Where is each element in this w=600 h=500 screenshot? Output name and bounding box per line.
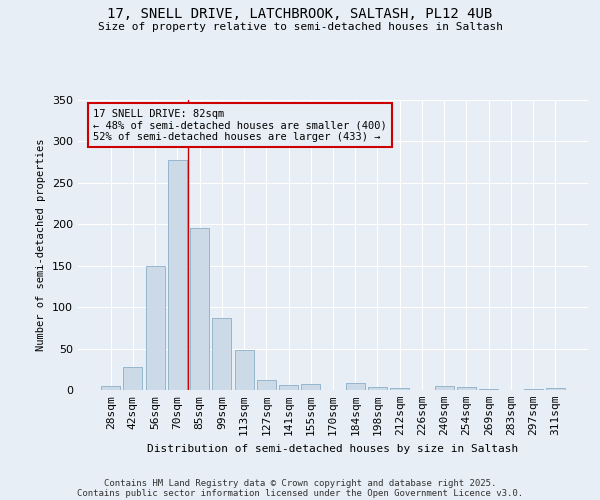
Y-axis label: Number of semi-detached properties: Number of semi-detached properties [37,138,46,352]
Bar [346,384,365,390]
Bar [257,380,276,390]
Bar [235,350,254,390]
Bar [124,367,142,390]
Text: 17, SNELL DRIVE, LATCHBROOK, SALTASH, PL12 4UB: 17, SNELL DRIVE, LATCHBROOK, SALTASH, PL… [107,8,493,22]
Bar [457,386,476,390]
X-axis label: Distribution of semi-detached houses by size in Saltash: Distribution of semi-detached houses by … [148,444,518,454]
Bar [146,266,164,390]
Bar [101,386,120,390]
Text: Contains public sector information licensed under the Open Government Licence v3: Contains public sector information licen… [77,488,523,498]
Bar [479,389,498,390]
Bar [390,388,409,390]
Bar [212,318,231,390]
Bar [524,389,542,390]
Text: 17 SNELL DRIVE: 82sqm
← 48% of semi-detached houses are smaller (400)
52% of sem: 17 SNELL DRIVE: 82sqm ← 48% of semi-deta… [94,108,387,142]
Text: Contains HM Land Registry data © Crown copyright and database right 2025.: Contains HM Land Registry data © Crown c… [104,478,496,488]
Bar [368,386,387,390]
Bar [546,388,565,390]
Bar [301,384,320,390]
Bar [279,385,298,390]
Bar [435,386,454,390]
Bar [190,228,209,390]
Text: Size of property relative to semi-detached houses in Saltash: Size of property relative to semi-detach… [97,22,503,32]
Bar [168,160,187,390]
